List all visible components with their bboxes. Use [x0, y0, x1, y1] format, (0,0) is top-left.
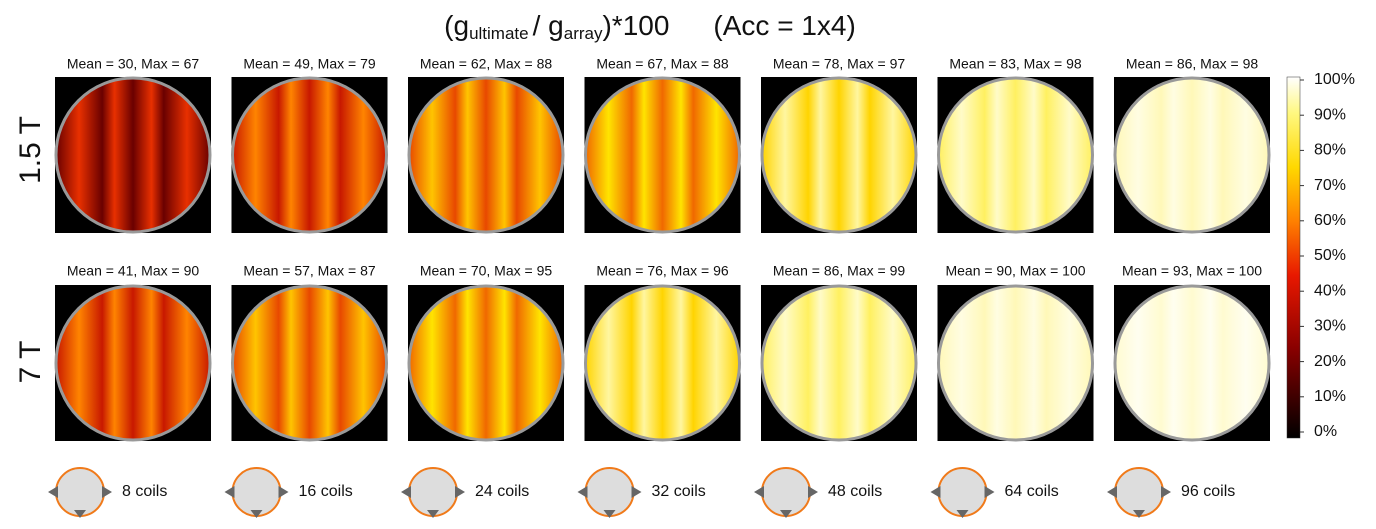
- panel-label: Mean = 93, Max = 100: [1122, 263, 1262, 279]
- heatmap: [586, 78, 740, 232]
- heatmap: [56, 78, 210, 232]
- heatmap: [409, 78, 563, 232]
- heatmap: [939, 78, 1093, 232]
- coil-sphere: [56, 468, 104, 516]
- coil-label: 16 coils: [299, 483, 353, 500]
- panel-label: Mean = 30, Max = 67: [67, 56, 200, 72]
- heatmap: [233, 78, 387, 232]
- panel-label: Mean = 70, Max = 95: [420, 263, 553, 279]
- title-part: / g: [533, 10, 564, 41]
- panel-label: Mean = 49, Max = 79: [243, 56, 376, 72]
- title-sub: array: [564, 24, 603, 43]
- panel-label: Mean = 62, Max = 88: [420, 56, 553, 72]
- title-part: (Acc = 1x4): [713, 10, 855, 41]
- panel-label: Mean = 83, Max = 98: [949, 56, 1082, 72]
- coil-label: 96 coils: [1181, 483, 1235, 500]
- colorbar-tick-label: 50%: [1314, 247, 1346, 264]
- coil-sphere: [233, 468, 281, 516]
- coil-label: 8 coils: [122, 483, 167, 500]
- coil-sphere: [939, 468, 987, 516]
- colorbar: [1287, 77, 1300, 438]
- heatmap: [56, 286, 210, 440]
- colorbar-tick-label: 80%: [1314, 142, 1346, 159]
- panel-label: Mean = 57, Max = 87: [243, 263, 376, 279]
- colorbar-tick-label: 70%: [1314, 177, 1346, 194]
- title-part: (g: [444, 10, 469, 41]
- heatmap: [1115, 286, 1269, 440]
- panel-label: Mean = 90, Max = 100: [945, 263, 1085, 279]
- panel-label: Mean = 78, Max = 97: [773, 56, 906, 72]
- colorbar-tick-label: 40%: [1314, 282, 1346, 299]
- row-label: 1.5 T: [14, 116, 47, 184]
- row-label: 7 T: [14, 341, 47, 384]
- figure-title: (gultimate/ garray)*100 (Acc = 1x4): [444, 10, 856, 43]
- colorbar-tick-label: 90%: [1314, 106, 1346, 123]
- coil-label: 48 coils: [828, 483, 882, 500]
- coil-sphere: [1115, 468, 1163, 516]
- colorbar-tick-label: 0%: [1314, 423, 1337, 440]
- coil-label: 64 coils: [1005, 483, 1059, 500]
- coil-sphere: [586, 468, 634, 516]
- colorbar-tick-label: 10%: [1314, 388, 1346, 405]
- coil-label: 24 coils: [475, 483, 529, 500]
- heatmap: [939, 286, 1093, 440]
- coil-label: 32 coils: [652, 483, 706, 500]
- title-sub: ultimate: [469, 24, 529, 43]
- heatmap: [586, 286, 740, 440]
- panel-label: Mean = 67, Max = 88: [596, 56, 729, 72]
- coil-sphere: [762, 468, 810, 516]
- colorbar-tick-label: 20%: [1314, 353, 1346, 370]
- coil-sphere: [409, 468, 457, 516]
- colorbar-tick-label: 100%: [1314, 71, 1355, 88]
- panel-label: Mean = 76, Max = 96: [596, 263, 729, 279]
- heatmap: [1115, 78, 1269, 232]
- heatmap: [762, 286, 916, 440]
- heatmap: [409, 286, 563, 440]
- panel-label: Mean = 41, Max = 90: [67, 263, 200, 279]
- panel-label: Mean = 86, Max = 98: [1126, 56, 1259, 72]
- heatmap: [233, 286, 387, 440]
- colorbar-tick-label: 30%: [1314, 318, 1346, 335]
- figure: (gultimate/ garray)*100 (Acc = 1x4) 1.5 T…: [0, 0, 1376, 529]
- heatmap: [762, 78, 916, 232]
- colorbar-tick-label: 60%: [1314, 212, 1346, 229]
- panel-label: Mean = 86, Max = 99: [773, 263, 906, 279]
- title-part: )*100: [602, 10, 669, 41]
